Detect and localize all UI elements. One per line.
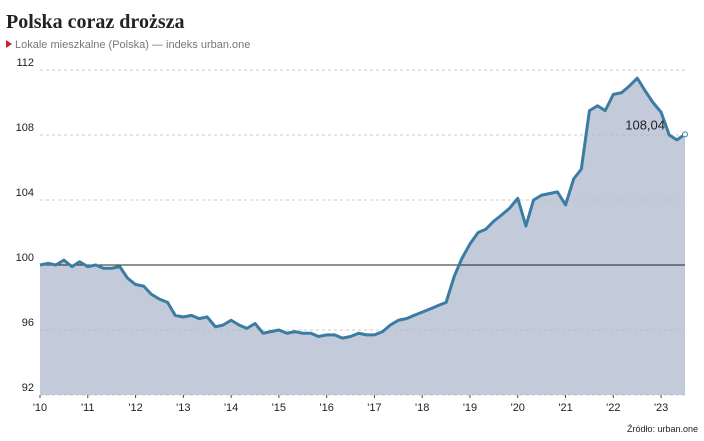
x-tick-label: '18 (415, 402, 429, 414)
chart-title: Polska coraz droższa (6, 11, 185, 33)
x-tick-label: '21 (558, 402, 572, 414)
x-tick-label: '23 (654, 402, 668, 414)
area (40, 78, 685, 395)
x-tick-label: '13 (176, 402, 190, 414)
y-tick-label: 92 (22, 382, 34, 394)
end-point (682, 131, 688, 138)
source: Źródło: urban.one (627, 424, 698, 434)
y-tick-label: 104 (16, 187, 34, 199)
x-tick-label: '22 (606, 402, 620, 414)
x-tick-label: '17 (367, 402, 381, 414)
x-tick-label: '19 (463, 402, 477, 414)
y-tick-label: 108 (16, 122, 34, 134)
y-tick-label: 100 (16, 252, 34, 264)
legend-marker (6, 40, 12, 48)
y-tick-label: 112 (16, 57, 34, 69)
x-tick-label: '15 (272, 402, 286, 414)
line (39, 76, 686, 340)
chart-subtitle: Lokale mieszkalne (Polska) — indeks urba… (15, 39, 250, 51)
x-tick-label: '11 (81, 402, 95, 414)
x-tick-label: '20 (511, 402, 525, 414)
x-tick-label: '12 (128, 402, 142, 414)
x-tick-label: '16 (319, 402, 333, 414)
value-label: 108,04 (625, 117, 665, 132)
y-tick-label: 96 (22, 317, 34, 329)
x-tick-label: '14 (224, 402, 238, 414)
x-tick-label: '10 (33, 402, 47, 414)
